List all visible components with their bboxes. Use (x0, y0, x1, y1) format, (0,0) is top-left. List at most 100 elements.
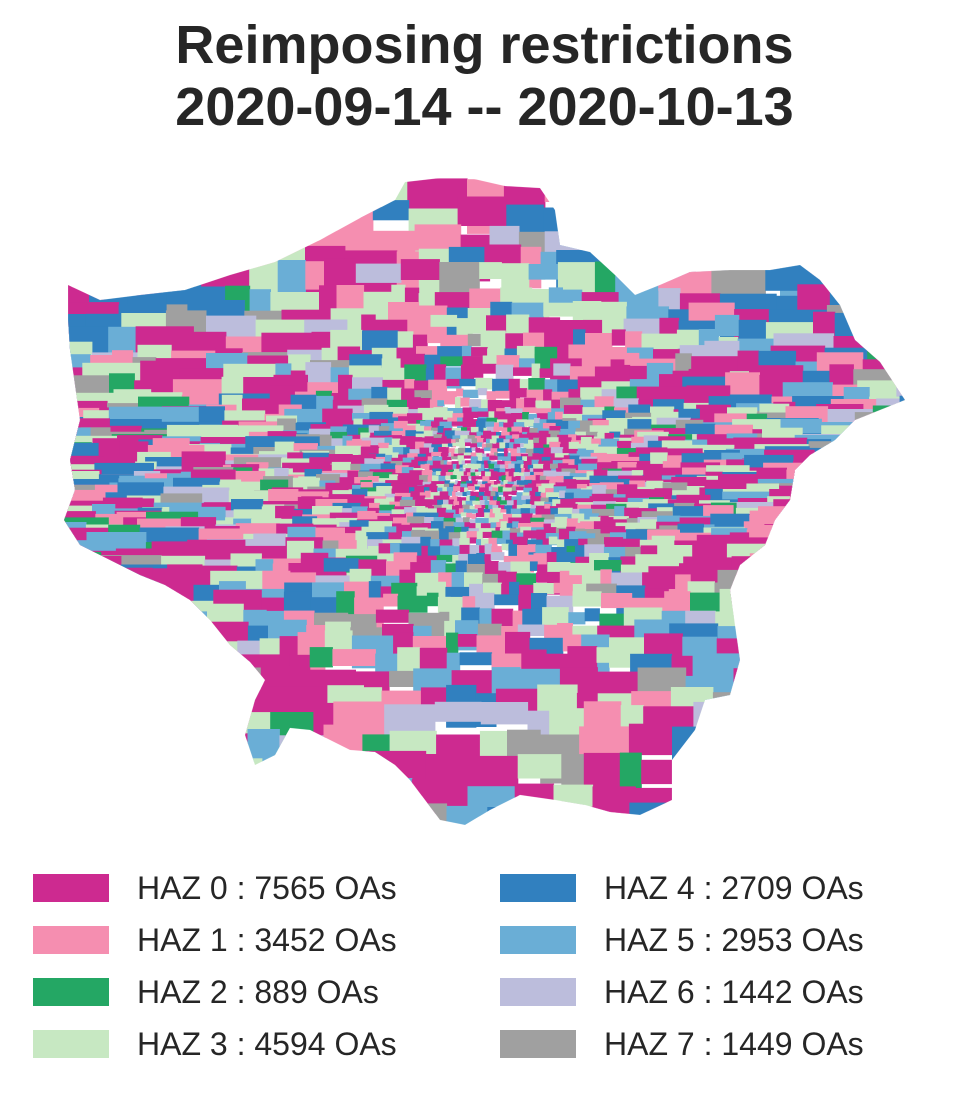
output-area-cell (714, 708, 763, 755)
output-area-cell (481, 505, 486, 509)
output-area-cell (452, 471, 459, 475)
output-area-cell (472, 421, 477, 431)
output-area-cell (900, 431, 905, 461)
output-area-cell (194, 207, 239, 256)
output-area-cell (556, 475, 565, 482)
output-area-cell (64, 244, 85, 276)
output-area-cell (672, 726, 722, 779)
output-area-cell (531, 363, 541, 382)
output-area-cell (461, 460, 466, 467)
output-area-cell (168, 727, 192, 751)
output-area-cell (469, 523, 477, 533)
output-area-cell (323, 724, 363, 761)
map-title-line-2: 2020-09-14 -- 2020-10-13 (175, 77, 794, 137)
output-area-cell (583, 701, 622, 732)
output-area-cell (104, 257, 137, 290)
output-area-cell (786, 750, 812, 806)
output-area-cell (477, 438, 484, 444)
output-area-cell (589, 475, 608, 486)
output-area-cell (543, 470, 557, 479)
output-area-cell (484, 561, 499, 577)
output-area-cell (415, 425, 425, 433)
legend-swatch-haz-6 (500, 978, 576, 1006)
output-area-cell (443, 499, 449, 509)
output-area-cell (504, 461, 512, 464)
output-area-cell (553, 784, 594, 814)
output-area-cell (842, 456, 880, 480)
output-area-cell (430, 539, 440, 553)
output-area-cell (462, 407, 473, 417)
output-area-cell (438, 447, 447, 455)
output-area-cell (332, 649, 376, 666)
output-area-cell (565, 503, 578, 511)
output-area-cell (904, 343, 905, 392)
output-area-cell (524, 479, 529, 490)
output-area-cell (467, 486, 473, 490)
output-area-cell (695, 242, 744, 269)
output-area-cell (470, 456, 479, 461)
output-area-cell (462, 504, 471, 512)
output-area-cell (488, 411, 495, 421)
output-area-cell (180, 671, 224, 707)
output-area-cell (718, 199, 774, 254)
output-area-cell (821, 507, 856, 554)
output-area-cell (222, 233, 255, 260)
output-area-cell (879, 432, 902, 472)
output-area-cell (606, 807, 630, 825)
output-area-cell (890, 713, 905, 739)
output-area-cell (528, 451, 533, 460)
output-area-cell (497, 460, 501, 467)
output-area-cell (108, 567, 153, 593)
output-area-cell (482, 456, 490, 464)
output-area-cell (505, 487, 513, 493)
output-area-cell (540, 508, 552, 516)
output-area-cell (183, 641, 238, 685)
output-area-cell (814, 451, 843, 479)
output-area-cell (797, 284, 831, 313)
output-area-cell (454, 468, 460, 473)
output-area-cell (825, 453, 865, 493)
output-area-cell (452, 463, 457, 472)
output-area-cell (861, 762, 883, 798)
output-area-cell (551, 399, 561, 417)
output-area-cell (674, 831, 711, 840)
output-area-cell (766, 593, 807, 623)
output-area-cell (557, 507, 573, 516)
output-area-cell (876, 398, 901, 426)
output-area-cell (423, 443, 432, 449)
output-area-cell (94, 705, 136, 751)
output-area-cell (348, 365, 382, 382)
output-area-cell (810, 751, 862, 803)
output-area-cell (498, 505, 505, 513)
output-area-cell (511, 413, 523, 422)
output-area-cell (555, 471, 571, 480)
output-area-cell (492, 443, 497, 452)
output-area-cell (474, 504, 483, 509)
output-area-cell (367, 546, 380, 558)
output-area-cell (521, 468, 525, 477)
output-area-cell (279, 735, 325, 758)
output-area-cell (478, 427, 485, 436)
output-area-cell (815, 687, 840, 746)
output-area-cell (381, 367, 405, 384)
output-area-cell (483, 447, 492, 452)
output-area-cell (209, 786, 264, 825)
output-area-cell (513, 499, 518, 510)
output-area-cell (380, 463, 396, 475)
output-area-cell (475, 486, 480, 490)
output-area-cell (452, 413, 464, 422)
output-area-cell (685, 750, 729, 804)
output-area-cell (425, 583, 436, 594)
output-area-cell (848, 782, 901, 823)
output-area-cell (504, 452, 509, 458)
output-area-cell (859, 673, 905, 723)
output-area-cell (535, 544, 552, 556)
output-area-cell (489, 496, 494, 504)
output-area-cell (454, 448, 459, 453)
output-area-cell (466, 495, 471, 502)
output-area-cell (472, 480, 478, 487)
output-area-cell (347, 316, 362, 331)
output-area-cell (512, 521, 519, 528)
output-area-cell (499, 500, 508, 505)
output-area-cell (546, 437, 560, 447)
